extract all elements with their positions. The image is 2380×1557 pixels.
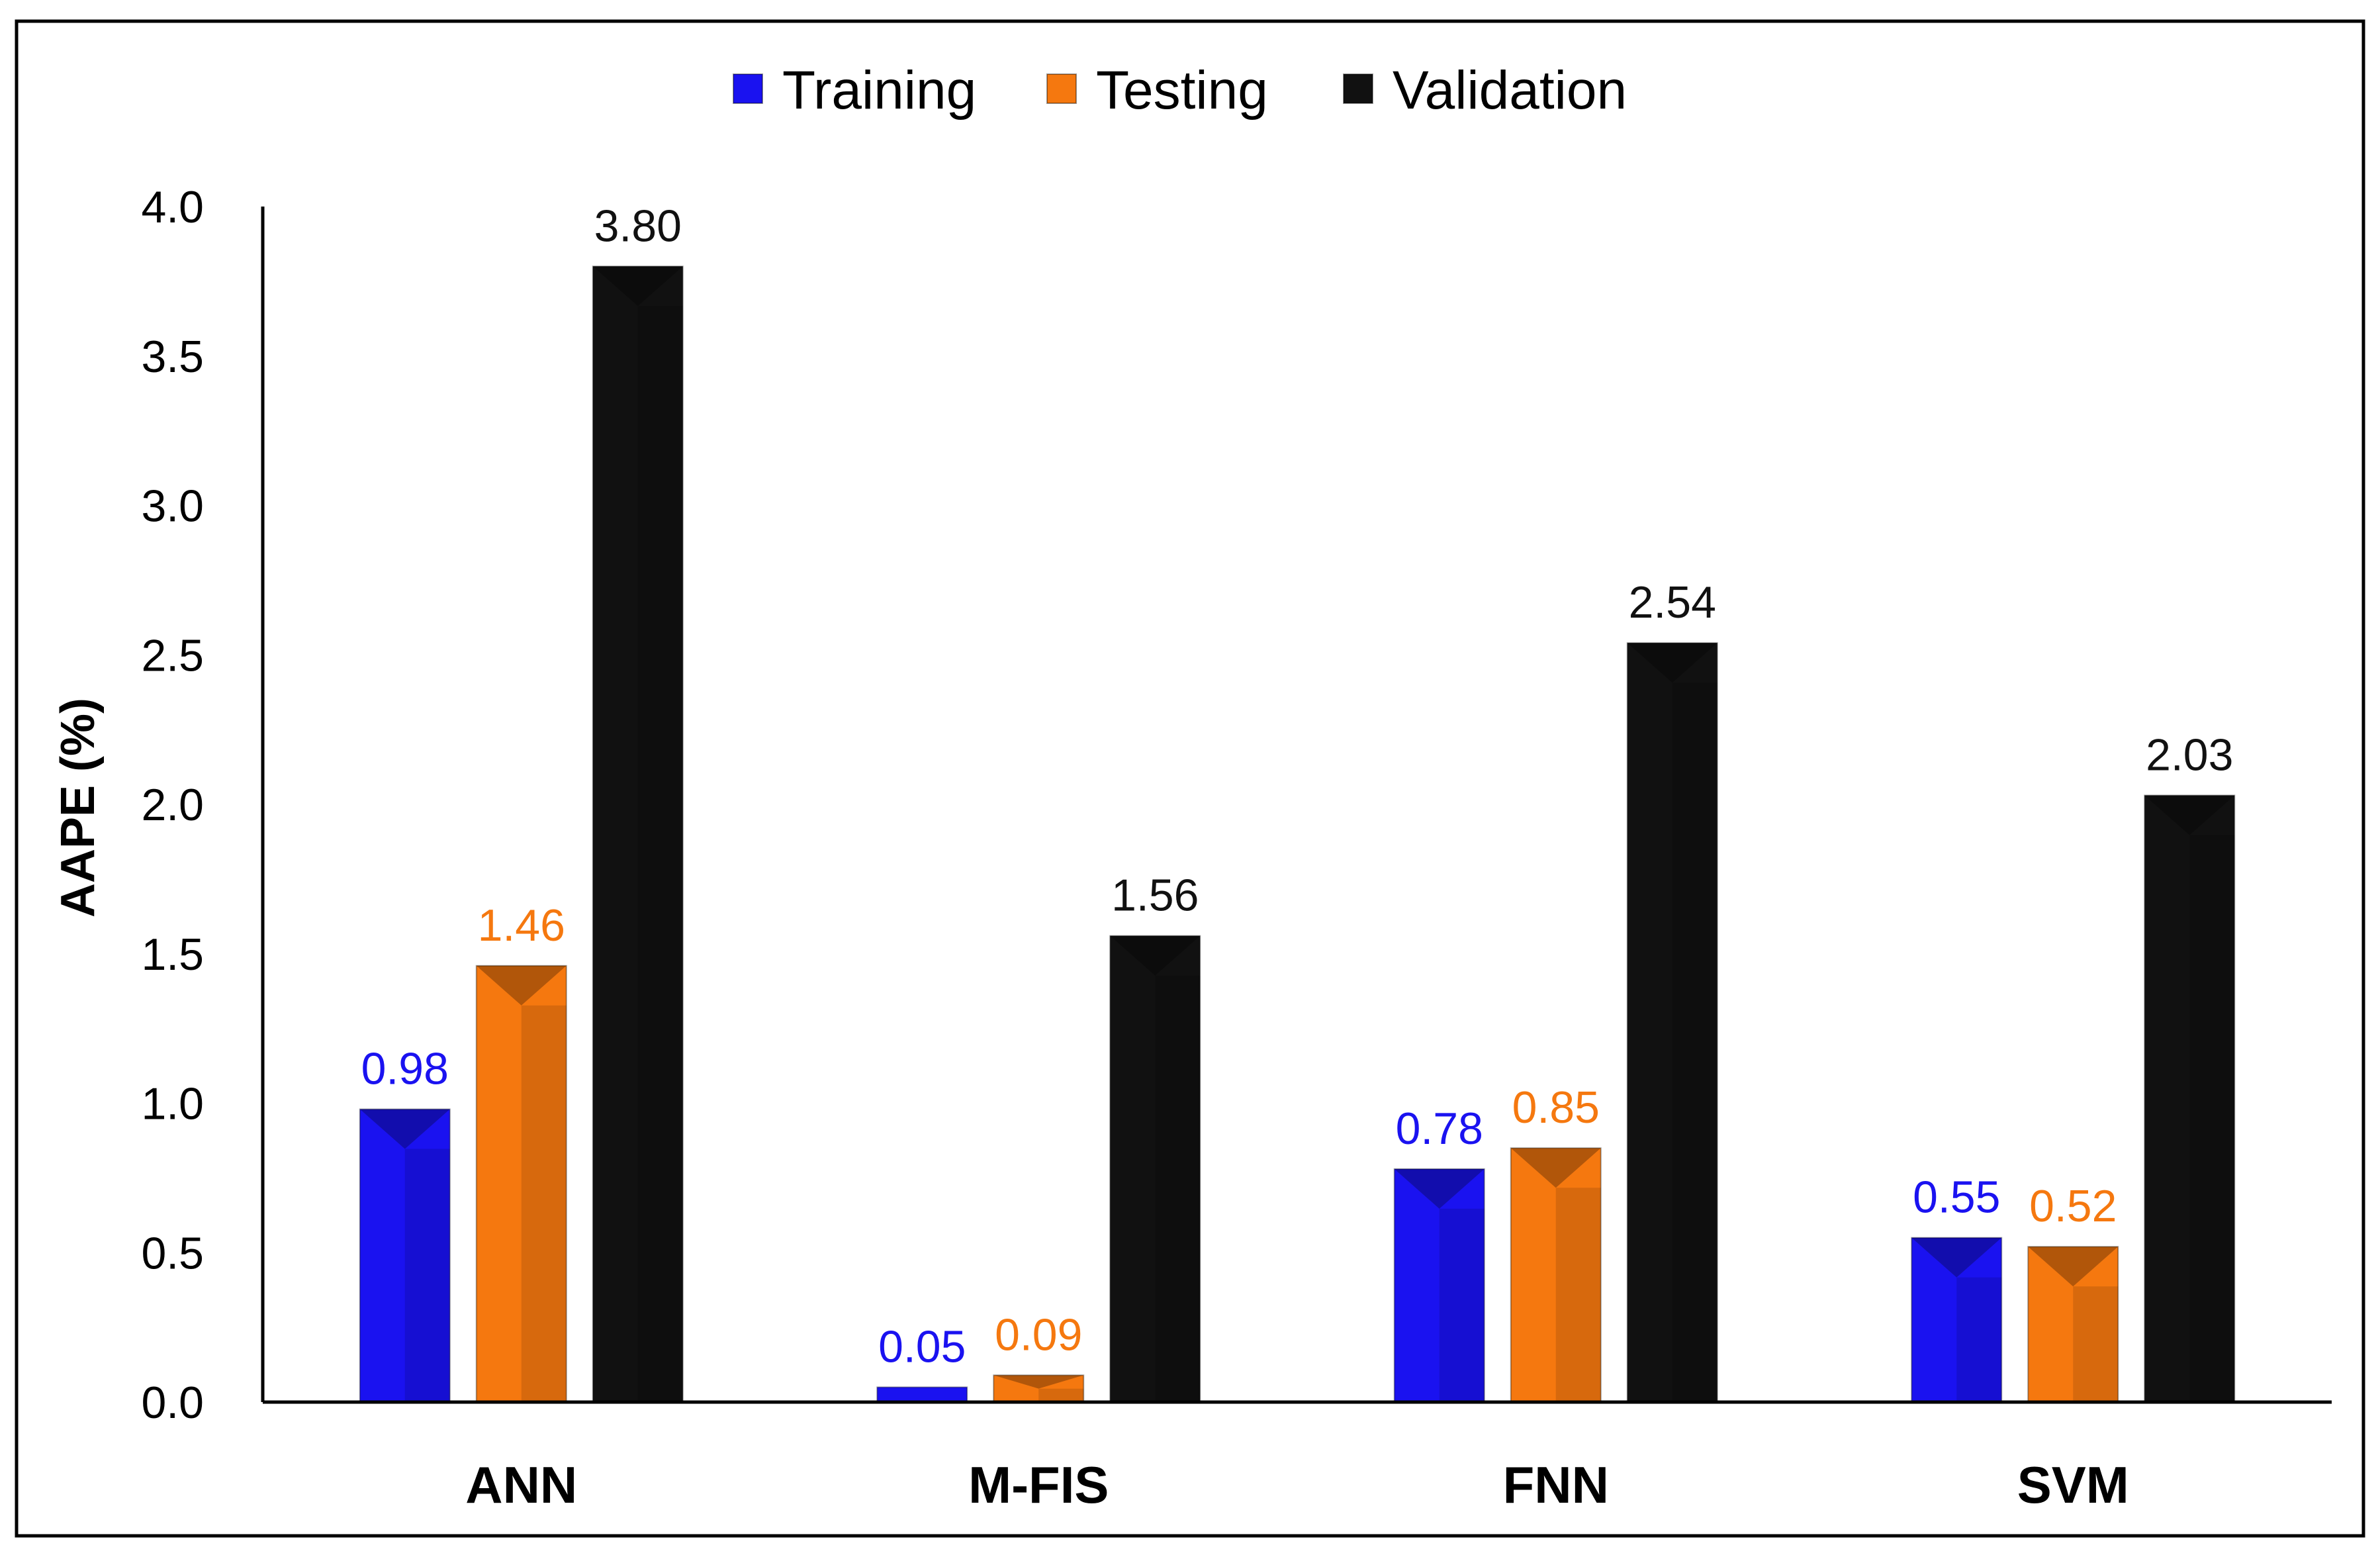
bar-shade [1672, 683, 1717, 1402]
legend-label-training: Training [782, 60, 976, 120]
bar-bevel [1911, 1237, 2002, 1278]
bar-bevel [1110, 935, 1201, 976]
data-label-testing: 1.46 [478, 900, 565, 951]
data-label-validation: 1.56 [1111, 871, 1199, 921]
bar-shade [1038, 1388, 1084, 1402]
x-axis: ANN M-FIS FNN SVM [263, 1400, 2332, 1514]
legend-swatch-training [733, 73, 763, 104]
data-label-training: 0.55 [1913, 1172, 2000, 1223]
legend-label-testing: Testing [1096, 60, 1268, 120]
bar-bevel [2144, 795, 2235, 835]
y-tick-label: 0.0 [141, 1378, 204, 1428]
data-label-validation: 2.03 [2146, 730, 2233, 780]
bar-bevel [2028, 1247, 2119, 1287]
legend: Training Testing Validation [733, 60, 1627, 120]
bar-shade [2189, 835, 2235, 1402]
bar-validation-fnn [1626, 642, 1718, 1403]
data-label-validation: 3.80 [594, 201, 682, 251]
bar-validation-svm [2144, 794, 2236, 1403]
y-tick-label: 2.5 [141, 630, 204, 681]
data-label-testing: 0.52 [2029, 1181, 2117, 1231]
y-tick-label: 0.5 [141, 1228, 204, 1278]
y-tick-label: 1.5 [141, 929, 204, 980]
bar-training-svm [1911, 1237, 2003, 1403]
bar-validation-m-fis [1109, 935, 1201, 1403]
bar-shade [1956, 1277, 2002, 1402]
legend-swatch-testing [1046, 73, 1077, 104]
bar-bevel [1627, 643, 1717, 683]
data-label-validation: 2.54 [1629, 577, 1716, 628]
bar-bevel [592, 266, 683, 307]
data-label-testing: 0.09 [995, 1309, 1082, 1360]
data-label-training: 0.98 [361, 1044, 449, 1094]
y-axis: 0.0 0.5 1.0 1.5 2.0 2.5 3.0 3.5 4.0 [141, 182, 265, 1428]
data-label-training: 0.05 [878, 1321, 966, 1372]
bar-testing-svm [2027, 1246, 2119, 1403]
y-axis-label: AAPE (%) [52, 698, 105, 918]
bar-training-fnn [1393, 1168, 1485, 1403]
bar-bevel [359, 1109, 450, 1149]
bar-testing-fnn [1510, 1147, 1602, 1403]
bar-bevel [1394, 1168, 1485, 1209]
y-tick-label: 2.0 [141, 780, 204, 830]
bar-shade [1155, 975, 1201, 1402]
bar-validation-ann [592, 265, 684, 1403]
bar-testing-ann [475, 965, 567, 1403]
bar-shade [1439, 1208, 1485, 1402]
x-category-label: M-FIS [968, 1456, 1109, 1514]
bar-bevel [476, 965, 567, 1006]
bar-shade [404, 1149, 450, 1402]
y-tick-label: 4.0 [141, 182, 204, 232]
y-tick-label: 1.0 [141, 1079, 204, 1129]
x-category-label: FNN [1503, 1456, 1609, 1514]
y-tick-label: 3.0 [141, 481, 204, 532]
bar-shade [2073, 1286, 2119, 1402]
bar-shade [521, 1005, 567, 1402]
legend-label-validation: Validation [1393, 60, 1627, 120]
bar-training-m-fis [876, 1386, 968, 1403]
bar-testing-m-fis [993, 1374, 1085, 1403]
bar-shade [637, 306, 683, 1402]
bar-bevel [993, 1375, 1084, 1389]
legend-swatch-validation [1343, 73, 1373, 104]
data-label-testing: 0.85 [1512, 1082, 1600, 1133]
bar-shade [1555, 1188, 1601, 1402]
bars: 0.98 1.46 3.80 0.05 0.09 1.56 0.78 0.85 2.54 0.55… [359, 201, 2236, 1403]
x-category-label: SVM [2017, 1456, 2129, 1514]
bar-bevel [1510, 1148, 1601, 1188]
data-label-training: 0.78 [1396, 1104, 1483, 1154]
x-category-label: ANN [465, 1456, 577, 1514]
y-tick-label: 3.5 [141, 332, 204, 382]
